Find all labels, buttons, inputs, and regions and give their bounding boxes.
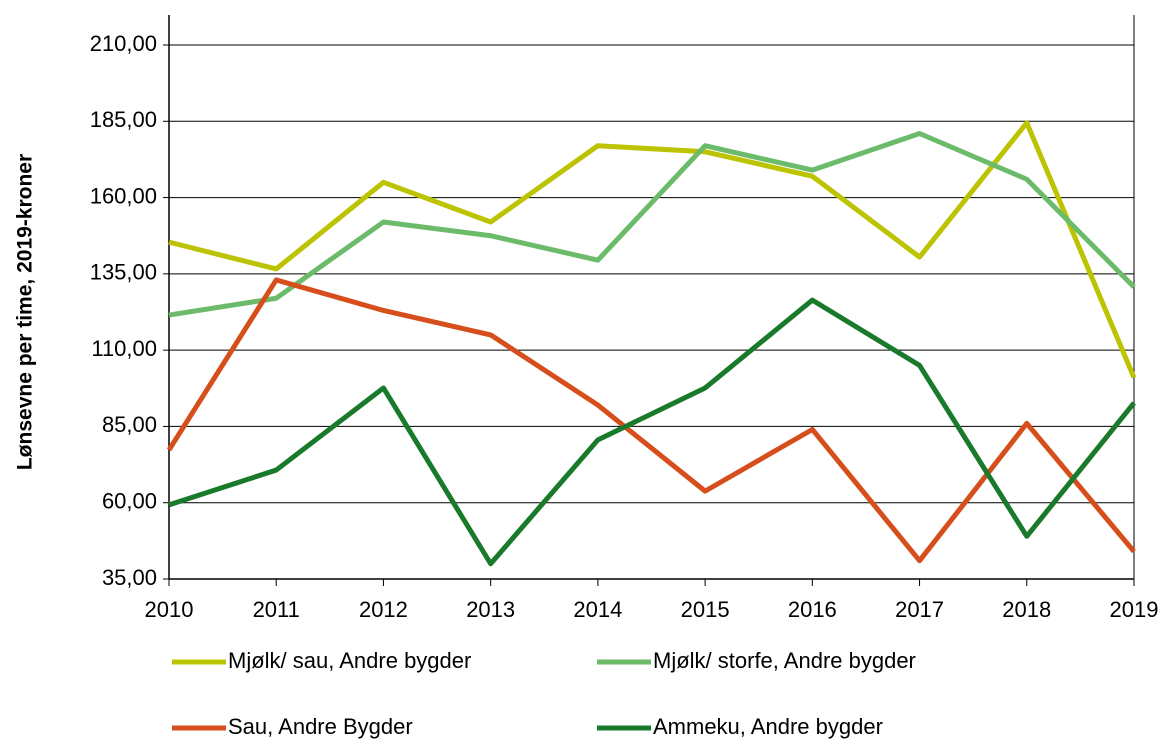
x-tick-label: 2010 bbox=[145, 597, 194, 622]
x-tick-label: 2015 bbox=[681, 597, 730, 622]
legend-label: Ammeku, Andre bygder bbox=[653, 714, 883, 739]
x-tick-label: 2011 bbox=[253, 597, 300, 622]
x-tick-label: 2012 bbox=[359, 597, 408, 622]
x-tick-label: 2019 bbox=[1110, 597, 1159, 622]
x-tick-label: 2017 bbox=[895, 597, 944, 622]
y-tick-label: 85,00 bbox=[102, 412, 157, 437]
x-tick-label: 2013 bbox=[466, 597, 515, 622]
legend-label: Mjølk/ storfe, Andre bygder bbox=[653, 648, 916, 673]
x-tick-label: 2018 bbox=[1002, 597, 1051, 622]
legend-label: Sau, Andre Bygder bbox=[228, 714, 413, 739]
series-line bbox=[168, 120, 1137, 379]
y-tick-label: 160,00 bbox=[90, 183, 157, 208]
series-line bbox=[168, 130, 1136, 318]
y-tick-label: 60,00 bbox=[102, 489, 157, 514]
y-tick-label: 110,00 bbox=[91, 336, 157, 361]
x-tick-label: 2014 bbox=[573, 597, 622, 622]
y-axis-label: Lønsevne per time, 2019-kroner bbox=[14, 154, 37, 470]
y-tick-label: 135,00 bbox=[90, 260, 157, 285]
series-line bbox=[168, 297, 1136, 567]
y-tick-label: 185,00 bbox=[90, 107, 157, 132]
y-tick-label: 35,00 bbox=[102, 565, 157, 590]
y-tick-label: 210,00 bbox=[90, 31, 157, 56]
series-line bbox=[166, 277, 1136, 564]
x-tick-label: 2016 bbox=[788, 597, 837, 622]
legend-label: Mjølk/ sau, Andre bygder bbox=[228, 648, 471, 673]
